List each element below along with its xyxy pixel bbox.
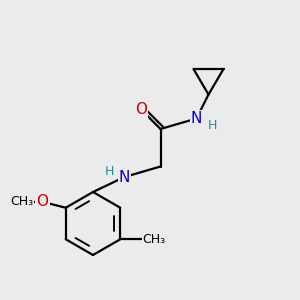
Text: N: N [119, 169, 130, 184]
Text: O: O [135, 102, 147, 117]
Text: O: O [36, 194, 48, 209]
Text: H: H [105, 165, 114, 178]
Text: H: H [207, 118, 217, 132]
Text: CH₃: CH₃ [142, 233, 166, 246]
Text: CH₃: CH₃ [10, 195, 33, 208]
Text: N: N [191, 111, 202, 126]
